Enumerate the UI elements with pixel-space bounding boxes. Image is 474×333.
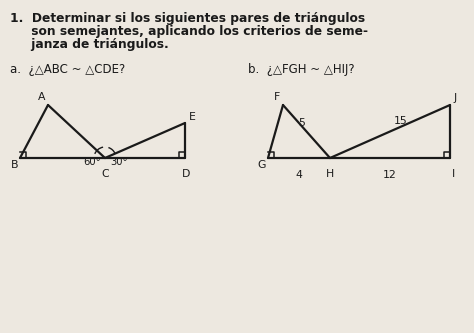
Text: son semejantes, aplicando los criterios de seme-: son semejantes, aplicando los criterios … xyxy=(10,25,368,38)
Text: H: H xyxy=(326,169,334,179)
Text: G: G xyxy=(258,160,266,170)
Text: a.  ¿△ABC ~ △CDE?: a. ¿△ABC ~ △CDE? xyxy=(10,63,125,76)
Text: 1.  Determinar si los siguientes pares de triángulos: 1. Determinar si los siguientes pares de… xyxy=(10,12,365,25)
Text: A: A xyxy=(37,92,45,102)
Text: janza de triángulos.: janza de triángulos. xyxy=(10,38,169,51)
Text: F: F xyxy=(274,92,280,102)
Text: 30°: 30° xyxy=(110,157,128,167)
Text: D: D xyxy=(182,169,190,179)
Text: C: C xyxy=(101,169,109,179)
Text: 60°: 60° xyxy=(83,157,101,167)
Text: 5: 5 xyxy=(298,118,305,128)
Text: 4: 4 xyxy=(296,170,302,180)
Text: b.  ¿△FGH ~ △HIJ?: b. ¿△FGH ~ △HIJ? xyxy=(248,63,355,76)
Text: J: J xyxy=(454,93,457,103)
Text: I: I xyxy=(452,169,455,179)
Text: 15: 15 xyxy=(394,116,408,126)
Text: 12: 12 xyxy=(383,170,397,180)
Text: B: B xyxy=(10,160,18,170)
Text: E: E xyxy=(189,112,196,122)
